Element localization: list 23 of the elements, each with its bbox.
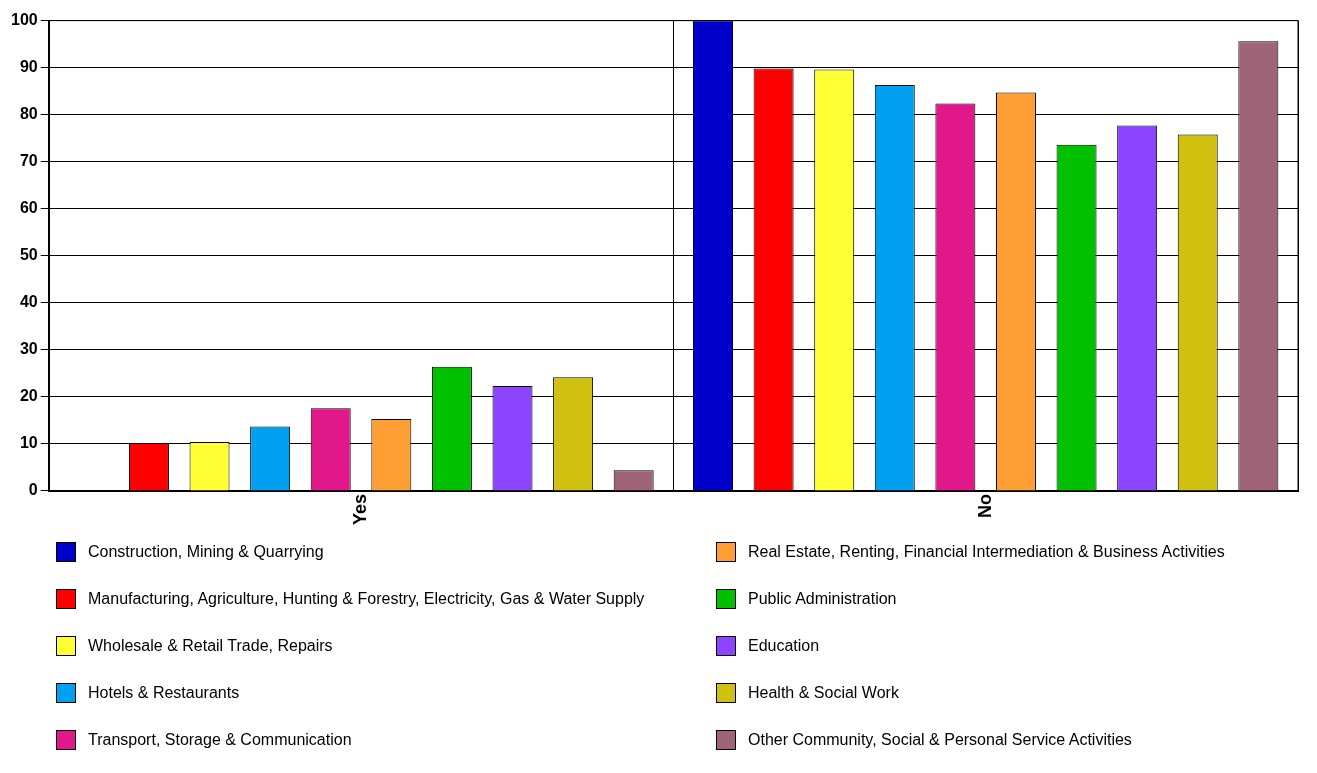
legend-label: Manufacturing, Agriculture, Hunting & Forestry, Electricity, Gas & Water Supply bbox=[88, 589, 645, 608]
y-tick-label: 0 bbox=[28, 481, 38, 499]
y-tick-label: 90 bbox=[19, 58, 38, 76]
legend-label: Education bbox=[748, 636, 820, 655]
legend-label: Hotels & Restaurants bbox=[88, 683, 240, 702]
y-tick-label: 60 bbox=[19, 199, 38, 217]
legend-label: Real Estate, Renting, Financial Intermediation & Business Activities bbox=[748, 542, 1225, 561]
y-tick-label: 20 bbox=[19, 387, 38, 405]
x-tick-label: No bbox=[974, 493, 995, 518]
legend-label: Wholesale & Retail Trade, Repairs bbox=[88, 636, 333, 655]
y-tick-label: 40 bbox=[19, 293, 38, 311]
y-tick-label: 100 bbox=[10, 11, 38, 29]
legend-label: Health & Social Work bbox=[748, 683, 899, 702]
legend-label: Other Community, Social & Personal Service Activities bbox=[748, 730, 1132, 749]
y-tick-label: 70 bbox=[19, 152, 38, 170]
legend-label: Public Administration bbox=[748, 589, 897, 608]
x-tick-label: Yes bbox=[349, 493, 370, 526]
y-tick-label: 50 bbox=[19, 246, 38, 264]
legend-label: Construction, Mining & Quarrying bbox=[88, 542, 324, 561]
legend-label: Transport, Storage & Communication bbox=[88, 730, 352, 749]
y-tick-label: 30 bbox=[19, 340, 38, 358]
y-tick-label: 10 bbox=[19, 434, 38, 452]
y-tick-label: 80 bbox=[19, 105, 38, 123]
